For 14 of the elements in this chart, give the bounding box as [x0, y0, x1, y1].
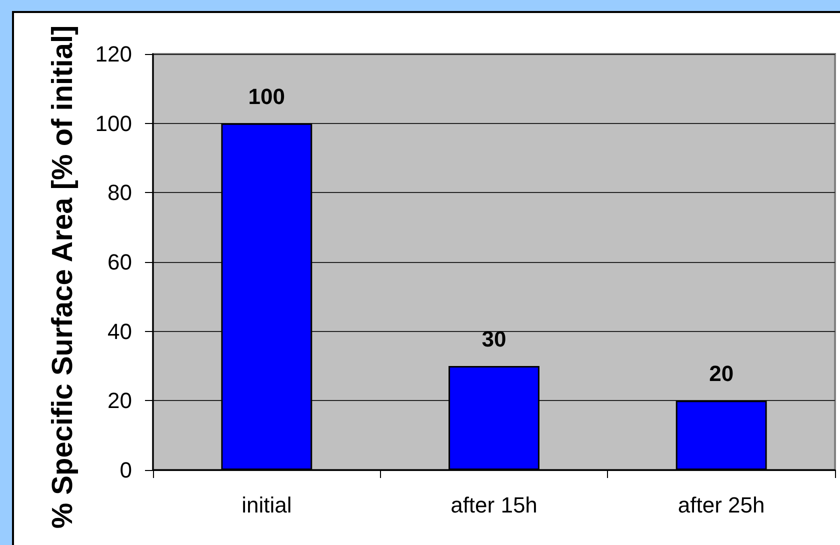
y-tick-label: 100: [95, 110, 132, 136]
y-tick-label: 20: [108, 388, 132, 414]
x-tick-label: initial: [242, 492, 292, 518]
y-axis-title: % Specific Surface Area [% of initial]: [47, 25, 79, 529]
y-tick-label: 80: [108, 180, 132, 206]
y-tick-label: 120: [95, 42, 132, 66]
y-tick-label: 60: [108, 250, 132, 274]
data-label: 30: [482, 326, 506, 352]
data-label: 100: [248, 84, 286, 109]
x-tick-label: after 25h: [678, 492, 765, 518]
x-tick-label: after 15h: [450, 492, 538, 518]
y-tick-label: 40: [108, 318, 132, 344]
y-tick-label: 0: [120, 458, 132, 482]
data-label: 20: [709, 361, 734, 386]
